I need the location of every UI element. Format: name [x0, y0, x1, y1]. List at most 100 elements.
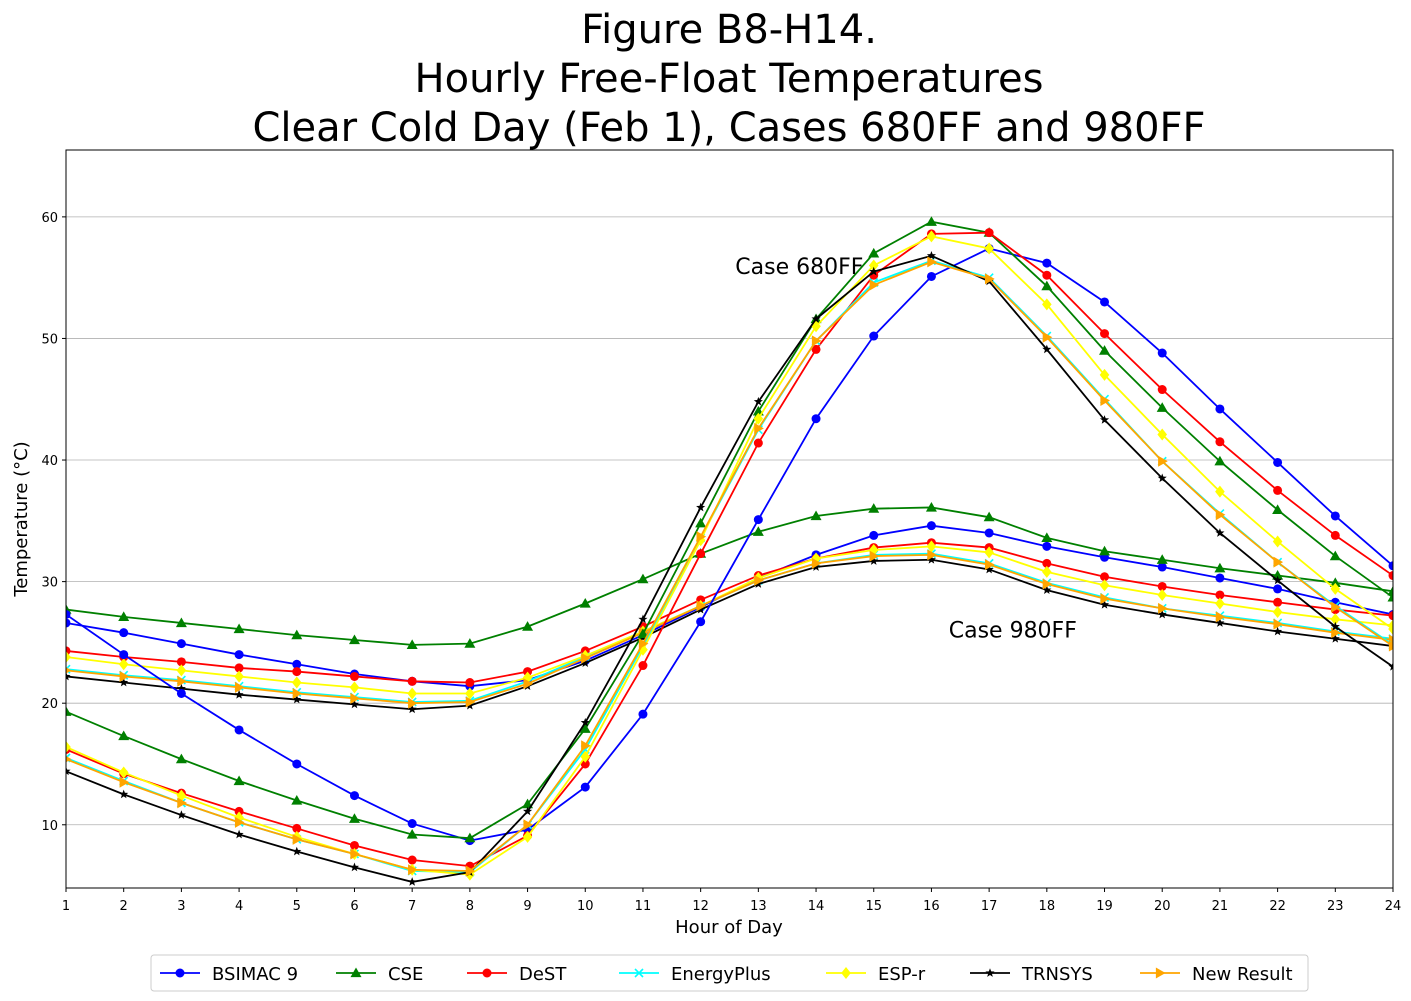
- data-point-dest: [234, 663, 244, 673]
- data-point-new-result: [234, 681, 245, 693]
- legend-label-bsimac-9: BSIMAC 9: [212, 964, 298, 985]
- legend-swatch-marker: [841, 967, 851, 979]
- data-point-esp-r: [465, 687, 475, 700]
- y-tick-label-30: 30: [41, 576, 58, 591]
- data-point-trnsys: [292, 846, 302, 856]
- data-point-esp-r: [1215, 485, 1225, 498]
- data-point-new-result: [638, 638, 649, 650]
- data-point-dest: [176, 657, 186, 667]
- data-point-trnsys: [292, 694, 302, 704]
- x-tick-label-2: 2: [120, 899, 128, 914]
- data-point-bsimac-9: [1215, 404, 1225, 414]
- data-point-new-result: [1158, 602, 1168, 614]
- data-point-new-result: [754, 422, 764, 434]
- data-point-esp-r: [926, 540, 937, 553]
- data-point-new-result: [869, 550, 880, 562]
- data-point-bsimac-9: [869, 530, 879, 540]
- data-point-trnsys: [984, 564, 994, 574]
- data-point-dest: [1273, 597, 1283, 607]
- data-point-new-result: [811, 557, 822, 569]
- series-new-result-case-980ff: [66, 549, 1393, 709]
- data-point-dest: [523, 667, 533, 677]
- data-point-trnsys: [1330, 633, 1340, 643]
- data-point-dest: [349, 671, 359, 681]
- x-tick-label-14: 14: [808, 899, 825, 914]
- data-point-new-result: [696, 531, 707, 543]
- data-point-trnsys: [1273, 626, 1283, 636]
- data-point-new-result: [523, 678, 534, 690]
- data-point-esp-r: [1330, 582, 1341, 595]
- series-line-dest: [66, 541, 1393, 684]
- data-point-new-result: [350, 692, 360, 704]
- x-tick-label-4: 4: [235, 899, 243, 914]
- y-axis-ticks: 10 20 30 40 50 60: [41, 211, 66, 834]
- data-point-cse: [925, 501, 937, 512]
- data-point-cse: [1387, 585, 1393, 596]
- data-point-trnsys: [696, 604, 706, 614]
- plot-series: [66, 216, 1393, 886]
- data-point-dest: [1157, 581, 1167, 591]
- data-point-dest: [580, 759, 590, 769]
- data-point-bsimac-9: [176, 688, 186, 698]
- data-point-dest: [1215, 437, 1225, 447]
- data-point-trnsys: [1099, 599, 1110, 609]
- data-point-cse: [1329, 577, 1341, 587]
- data-point-new-result: [696, 600, 707, 612]
- annotation-case-980ff: Case 980FF: [949, 619, 1077, 644]
- data-point-new-result: [1331, 601, 1341, 613]
- data-point-esp-r: [1042, 298, 1052, 311]
- data-point-cse: [868, 247, 880, 258]
- data-point-dest: [1042, 270, 1052, 280]
- series-cse-case-980ff: [66, 501, 1393, 649]
- data-point-dest: [1157, 385, 1167, 395]
- series-line-trnsys: [66, 558, 1393, 711]
- x-tick-label-22: 22: [1269, 899, 1286, 914]
- data-point-trnsys: [869, 266, 879, 276]
- data-point-esp-r: [1215, 597, 1225, 610]
- data-point-cse: [522, 621, 534, 631]
- x-tick-label-20: 20: [1154, 899, 1171, 914]
- data-point-dest: [1100, 329, 1110, 339]
- x-tick-label-1: 1: [62, 899, 70, 914]
- data-point-bsimac-9: [292, 659, 302, 669]
- data-point-esp-r: [234, 811, 244, 824]
- data-point-trnsys: [1157, 609, 1167, 619]
- data-point-new-result: [754, 574, 764, 586]
- data-point-cse: [1329, 550, 1341, 561]
- data-point-new-result: [869, 279, 880, 291]
- x-tick-label-9: 9: [523, 899, 531, 914]
- x-tick-label-16: 16: [923, 899, 940, 914]
- data-point-dest: [349, 840, 359, 850]
- legend-swatch-marker: [482, 968, 492, 978]
- data-point-trnsys: [523, 806, 533, 816]
- data-point-bsimac-9: [696, 617, 706, 627]
- data-point-esp-r: [1157, 588, 1168, 601]
- data-point-bsimac-9: [176, 639, 186, 649]
- data-point-bsimac-9: [811, 414, 821, 424]
- y-tick-label-60: 60: [41, 211, 58, 226]
- data-point-trnsys: [811, 562, 821, 571]
- legend: BSIMAC 9 CSE DeST EnergyPlus ESP-r TRNSYS New …: [150, 954, 1309, 992]
- data-point-esp-r: [1099, 368, 1110, 381]
- data-point-esp-r: [984, 242, 994, 255]
- data-point-dest: [1215, 590, 1225, 600]
- legend-swatch-marker: [985, 968, 995, 977]
- data-point-trnsys: [926, 554, 936, 564]
- data-point-trnsys: [580, 717, 590, 727]
- data-point-trnsys: [696, 502, 706, 512]
- data-point-new-result: [408, 697, 418, 709]
- data-point-cse: [1156, 554, 1168, 564]
- data-point-dest: [1388, 611, 1393, 621]
- grid-lines: [66, 216, 1393, 826]
- data-point-trnsys: [119, 677, 129, 687]
- data-point-esp-r: [1330, 613, 1341, 626]
- legend-label-energyplus: EnergyPlus: [671, 964, 771, 985]
- data-point-esp-r: [1042, 565, 1052, 578]
- data-point-bsimac-9: [66, 609, 71, 619]
- x-tick-label-11: 11: [635, 899, 652, 914]
- series-bsimac-9-case-980ff: [66, 521, 1393, 691]
- data-point-dest: [292, 823, 302, 833]
- data-point-dest: [984, 228, 994, 238]
- data-point-trnsys: [1215, 528, 1225, 537]
- data-point-cse: [1387, 591, 1393, 602]
